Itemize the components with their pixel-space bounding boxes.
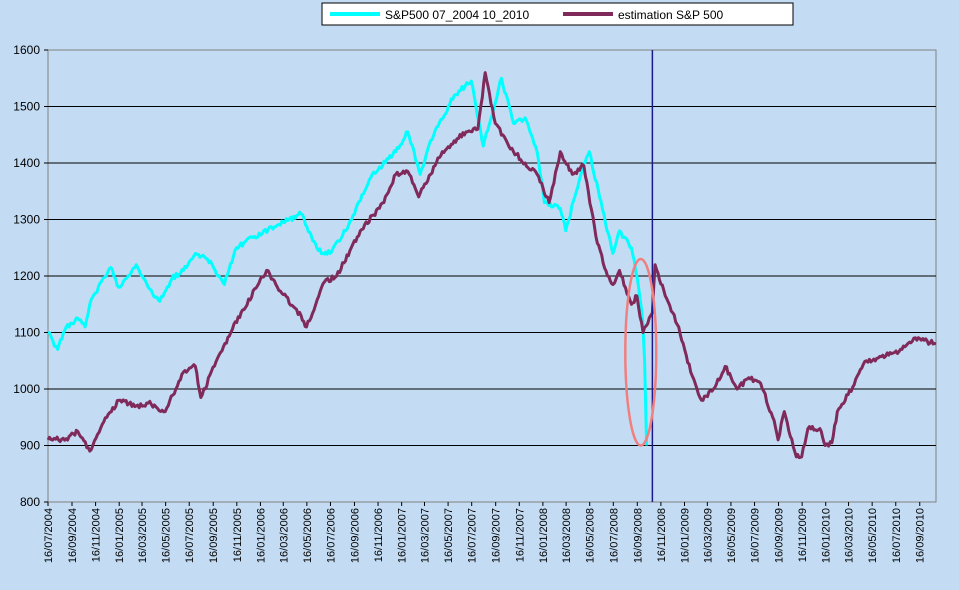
- x-tick-label: 16/09/2010: [915, 508, 927, 563]
- y-tick-label: 1000: [13, 382, 40, 396]
- y-tick-label: 1300: [13, 213, 40, 227]
- x-tick-label: 16/05/2010: [867, 508, 879, 563]
- legend-label-1: S&P500 07_2004 10_2010: [385, 8, 529, 22]
- x-tick-label: 16/05/2006: [302, 508, 314, 563]
- x-tick-label: 16/09/2004: [67, 508, 79, 563]
- x-tick-label: 16/09/2005: [208, 508, 220, 563]
- x-tick-label: 16/01/2007: [397, 508, 409, 563]
- x-tick-label: 16/03/2006: [278, 508, 290, 563]
- y-tick-label: 1200: [13, 269, 40, 283]
- y-tick-label: 900: [20, 439, 40, 453]
- x-tick-label: 16/05/2009: [726, 508, 738, 563]
- x-axis: 16/07/2004 16/09/2004 16/11/2004 16/01/2005…: [43, 502, 927, 563]
- x-tick-label: 16/11/2006: [373, 508, 385, 562]
- y-axis: 800 900 1000 1100 1200 1300 1400 1500 1600: [13, 43, 48, 509]
- x-tick-label: 16/07/2005: [184, 508, 196, 563]
- legend: S&P500 07_2004 10_2010 estimation S&P 500: [321, 2, 794, 26]
- legend-box: [321, 2, 794, 26]
- legend-label-2: estimation S&P 500: [618, 8, 724, 22]
- y-tick-label: 1500: [13, 100, 40, 114]
- x-tick-label: 16/01/2008: [538, 508, 550, 563]
- series-line-2: [46, 71, 937, 460]
- series-line-1: [47, 76, 649, 446]
- x-tick-label: 16/03/2009: [702, 508, 714, 563]
- x-tick-label: 16/05/2008: [585, 508, 597, 563]
- x-tick-label: 16/07/2006: [325, 508, 337, 563]
- x-tick-label: 16/11/2004: [91, 508, 103, 562]
- x-tick-label: 16/11/2007: [514, 508, 526, 562]
- x-tick-label: 16/03/2005: [137, 508, 149, 563]
- x-tick-label: 16/09/2007: [491, 508, 503, 563]
- annotations: [624, 50, 658, 502]
- x-tick-label: 16/07/2007: [467, 508, 479, 563]
- x-tick-label: 16/05/2007: [443, 508, 455, 563]
- y-tick-label: 1600: [13, 43, 40, 57]
- gridlines: [48, 106, 936, 446]
- x-tick-label: 16/05/2005: [161, 508, 173, 563]
- x-tick-label: 16/01/2010: [821, 508, 833, 563]
- x-tick-label: 16/07/2004: [43, 508, 55, 563]
- y-tick-label: 800: [20, 495, 40, 509]
- x-tick-label: 16/07/2010: [891, 508, 903, 563]
- x-tick-label: 16/01/2006: [255, 508, 267, 563]
- x-tick-label: 16/07/2008: [608, 508, 620, 563]
- x-tick-label: 16/09/2009: [774, 508, 786, 563]
- x-tick-label: 16/11/2009: [797, 508, 809, 562]
- series-lines: [46, 71, 937, 460]
- x-tick-label: 16/11/2005: [232, 508, 244, 562]
- y-tick-label: 1100: [14, 326, 40, 340]
- x-tick-label: 16/09/2006: [349, 508, 361, 563]
- x-tick-label: 16/03/2007: [419, 508, 431, 563]
- x-tick-label: 16/01/2009: [679, 508, 691, 563]
- x-tick-label: 16/11/2008: [656, 508, 668, 562]
- y-tick-label: 1400: [13, 156, 40, 170]
- x-tick-label: 16/07/2009: [750, 508, 762, 563]
- x-tick-label: 16/03/2008: [561, 508, 573, 563]
- x-tick-label: 16/03/2010: [844, 508, 856, 563]
- highlight-ellipse: [624, 257, 658, 447]
- x-tick-label: 16/01/2005: [114, 508, 126, 563]
- x-tick-label: 16/09/2008: [632, 508, 644, 563]
